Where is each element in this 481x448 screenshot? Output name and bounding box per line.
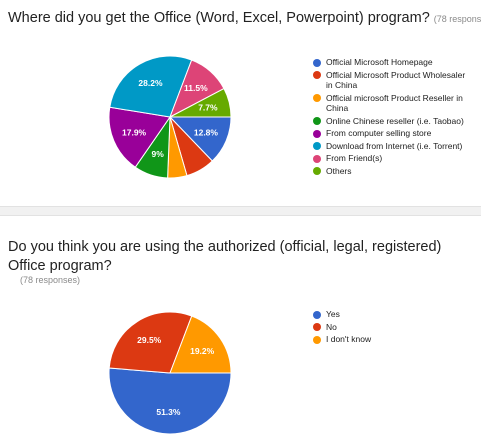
pie-chart-authorized: 51.3% 29.5% 19.2% [108, 311, 232, 435]
card-divider [0, 206, 481, 216]
question-title: Do you think you are using the authorize… [8, 239, 442, 274]
legend-swatch [313, 117, 321, 125]
legend-item-official-microsoft-product-reseller-in-china: Official microsoft Product Reseller in C… [313, 93, 466, 114]
legend-item-yes: Yes [313, 309, 466, 320]
legend-swatch [313, 154, 321, 163]
legend-label: Download from Internet (i.e. Torrent) [326, 140, 463, 151]
legend-authorized: Yes No I don't know [313, 309, 466, 347]
question-card-authorized: Do you think you are using the authorize… [0, 216, 481, 448]
question-title: Where did you get the Office (Word, Exce… [8, 9, 481, 29]
legend-item-official-microsoft-homepage: Official Microsoft Homepage [313, 57, 466, 68]
legend-item-i-don-t-know: I don't know [313, 334, 466, 345]
legend-label: Yes [326, 309, 340, 319]
slice-label-others: 7.7% [198, 103, 218, 113]
legend-label: Official Microsoft Homepage [326, 57, 433, 67]
slice-label-online-chinese-reseller-i-e-taobao: 9% [151, 149, 164, 159]
slice-label-i-don-t-know: 19.2% [190, 346, 215, 356]
slice-label-from-computer-selling-store: 17.9% [122, 127, 147, 137]
question-card-source: Where did you get the Office (Word, Exce… [0, 0, 481, 206]
legend-label: No [326, 321, 337, 332]
legend-swatch [313, 167, 321, 175]
legend-swatch [313, 71, 321, 79]
slice-label-yes: 51.3% [156, 407, 181, 417]
legend-label: From Friend(s) [326, 153, 383, 163]
slice-label-download-from-internet-i-e-torrent: 28.2% [138, 78, 163, 88]
legend-swatch [313, 310, 321, 319]
pie-slice-yes [108, 367, 232, 435]
legend-label: Others [326, 165, 352, 176]
response-count: (78 responses) [20, 275, 81, 285]
slice-label-from-friend-s: 11.5% [184, 83, 208, 93]
legend-item-from-computer-selling-store: From computer selling store [313, 128, 466, 139]
legend-swatch [313, 142, 321, 150]
legend-item-online-chinese-reseller-i-e-taobao: Online Chinese reseller (i.e. Taobao) [313, 116, 466, 127]
pie-slice-download-from-internet-i-e-torrent [109, 55, 193, 118]
pie-slice-others [169, 87, 232, 118]
pie-slice-from-computer-selling-store [108, 106, 171, 168]
legend-swatch [313, 323, 321, 331]
legend-label: Official Microsoft Product Wholesaler in… [326, 69, 466, 91]
legend-label: From computer selling store [326, 128, 432, 138]
legend-item-from-friend-s: From Friend(s) [313, 153, 466, 164]
response-count: (78 responses) [433, 14, 481, 24]
pie-slice-no [108, 311, 193, 374]
slice-label-no: 29.5% [137, 335, 162, 345]
legend-label: Online Chinese reseller (i.e. Taobao) [326, 115, 464, 126]
legend-swatch [313, 94, 321, 102]
legend-label: Official microsoft Product Reseller in C… [326, 92, 463, 114]
legend-label: I don't know [326, 334, 372, 344]
pie-slice-i-don-t-know [169, 315, 232, 374]
legend-source: Official Microsoft Homepage Official Micr… [313, 57, 466, 178]
legend-swatch [313, 335, 321, 344]
slice-label-official-microsoft-homepage: 12.8% [194, 127, 219, 137]
legend-item-download-from-internet-i-e-torrent: Download from Internet (i.e. Torrent) [313, 141, 466, 152]
legend-item-others: Others [313, 166, 466, 177]
legend-item-official-microsoft-product-wholesaler-in-china: Official Microsoft Product Wholesaler in… [313, 70, 466, 91]
legend-swatch [313, 129, 321, 138]
pie-chart-source: 12.8% 9% 17.9% 28.2% 11.5% 7.7% [108, 55, 232, 179]
legend-item-no: No [313, 322, 466, 333]
legend-swatch [313, 58, 321, 67]
question-title-text: Where did you get the Office (Word, Exce… [8, 10, 430, 26]
